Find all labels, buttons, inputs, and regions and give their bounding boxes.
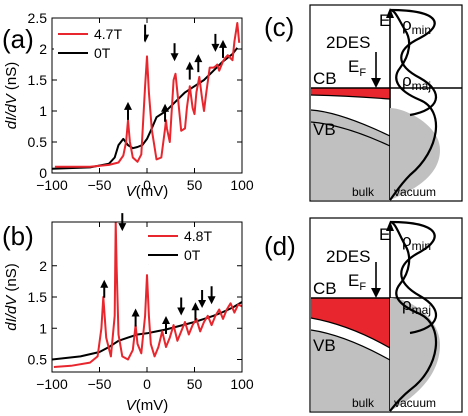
vb-edge-2 (310, 121, 391, 147)
down-arrow-icon (170, 53, 179, 62)
x-tick-label: −50 (88, 177, 112, 193)
series-line-0T (52, 301, 242, 361)
bulk-label: bulk (352, 185, 375, 199)
x-tick-label: −100 (36, 177, 68, 193)
up-arrow-icon (219, 39, 227, 48)
bulk-label: bulk (352, 396, 375, 410)
x-tick-label: −50 (88, 376, 112, 392)
down-arrow-icon (177, 307, 186, 316)
conduction-band-2des (311, 88, 390, 99)
vacuum-label: vacuum (394, 185, 436, 199)
cb-edge (310, 94, 391, 100)
legend-bg (144, 227, 234, 245)
series-line-4.8T (53, 222, 242, 368)
vb-label: VB (313, 336, 336, 355)
cb-label: CB (313, 279, 337, 298)
panel-label-d: (d) (264, 231, 296, 261)
up-arrow-icon (131, 308, 140, 317)
band-diagram-c: (c) E 2DES EF CB VB bulk vacuum ρmin ρma… (264, 4, 463, 202)
legend-bg (54, 25, 144, 43)
legend-entry: 4.7T (94, 26, 122, 42)
band-diagram-d: (d) E 2DES EF CB VB bulk vacuum ρmin ρma… (264, 217, 463, 413)
ef-arrow-icon (371, 78, 381, 88)
x-tick-label: 50 (187, 177, 203, 193)
y-tick-label: 2 (39, 41, 47, 57)
rho-maj-label: ρmaj (402, 295, 431, 317)
y-axis-label: dI/dV (nS) (3, 62, 20, 130)
rho-maj-curve (389, 8, 438, 201)
up-arrow-icon (194, 54, 203, 63)
ef-label: EF (348, 57, 366, 79)
panel-label-a: (a) (2, 24, 34, 54)
panel-label-c: (c) (264, 12, 294, 42)
up-arrow-icon (162, 316, 170, 324)
rho-maj-curve (389, 220, 438, 412)
up-arrow-icon (124, 101, 132, 110)
conduction-band-2des (311, 298, 390, 348)
diagram-frame (309, 217, 463, 413)
e-axis-label: E (379, 11, 390, 30)
up-arrow-icon (161, 103, 170, 112)
down-arrow-icon (198, 300, 207, 308)
legend-bg (144, 246, 234, 264)
legend-bg (54, 44, 144, 62)
y-tick-label: 1.5 (28, 289, 48, 305)
x-axis-label: V(mV) (126, 183, 169, 200)
y-tick-label: 2.5 (28, 10, 48, 26)
rho-min-curve (389, 8, 438, 117)
vb-label: VB (313, 120, 336, 139)
y-tick-label: 1.5 (28, 72, 48, 88)
ef-label: EF (348, 271, 366, 293)
legend-entry: 0T (184, 247, 201, 263)
valence-band-fill (311, 110, 390, 200)
legend-entry: 4.8T (184, 228, 212, 244)
series-line-4.7T (54, 22, 241, 168)
chart-a: (a) −100 −50 0 50 100 0 0.5 1 1.5 2 2.5 V(mV) dI/dV … (2, 10, 254, 200)
vb-edge (310, 109, 391, 137)
y-tick-label: 1 (39, 103, 47, 119)
y-tick-label: 2 (39, 258, 47, 274)
rho-min-curve (389, 220, 438, 335)
x-tick-label: 100 (230, 177, 254, 193)
panel-label-b: (b) (2, 221, 34, 251)
down-arrow-icon (207, 296, 216, 305)
e-axis-label: E (379, 225, 390, 244)
legend-entry: 0T (94, 45, 111, 61)
x-tick-label: 50 (187, 376, 203, 392)
rho-min-label: ρmin (402, 15, 431, 37)
down-arrow-icon (118, 223, 127, 232)
diagram-frame (309, 4, 463, 202)
y-tick-label: 0.5 (28, 134, 48, 150)
chart-b: (b) −100 −50 0 50 100 0.5 1 1.5 2 V(mV) dI/dV (nS)… (2, 213, 254, 414)
vb-edge (310, 329, 391, 361)
vacuum-tail-fill (390, 108, 440, 200)
ef-arrow-icon (371, 288, 381, 298)
y-tick-label: 0.5 (28, 352, 48, 368)
x-tick-label: 0 (143, 177, 151, 193)
2des-label: 2DES (326, 33, 370, 52)
x-tick-label: −100 (36, 376, 68, 392)
up-arrow-icon (100, 279, 109, 288)
energy-axis-arrow-icon (386, 8, 394, 18)
vacuum-label: vacuum (394, 396, 436, 410)
energy-axis-arrow-icon (386, 221, 394, 231)
down-arrow-icon (211, 43, 220, 52)
rho-maj-label: ρmaj (402, 71, 431, 93)
up-arrow-icon (185, 61, 194, 70)
2des-label: 2DES (326, 247, 370, 266)
y-tick-label: 1 (39, 320, 47, 336)
rho-min-label: ρmin (402, 231, 431, 253)
cb-label: CB (313, 69, 337, 88)
cb-edge (310, 317, 391, 349)
y-tick-label: 0 (39, 165, 47, 181)
y-axis-label: dI/dV (nS) (3, 263, 20, 331)
x-tick-label: 0 (143, 376, 151, 392)
x-axis-label: V(mV) (126, 397, 169, 414)
x-tick-label: 100 (230, 376, 254, 392)
up-arrow-icon (191, 302, 200, 311)
